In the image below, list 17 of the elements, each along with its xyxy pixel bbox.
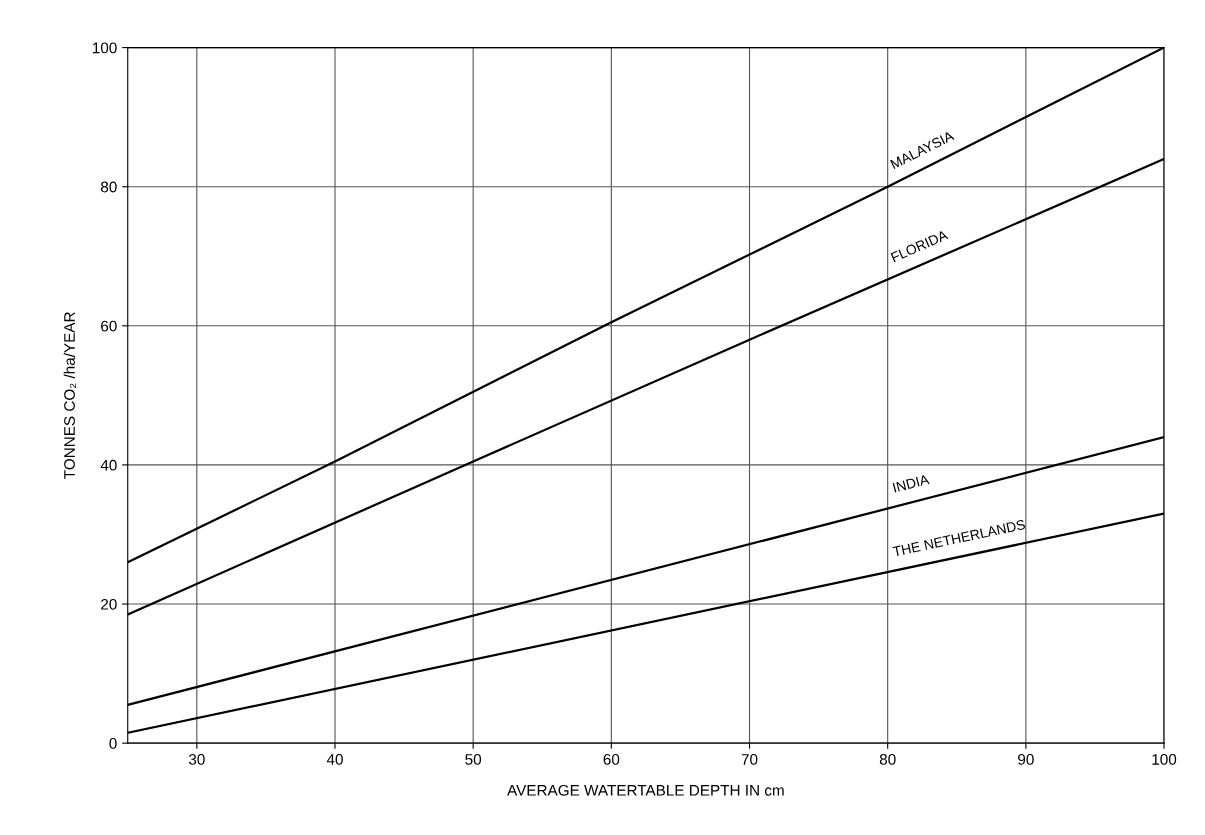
x-tick-label: 100 xyxy=(1152,753,1177,765)
x-axis-title: AVERAGE WATERTABLE DEPTH IN cm xyxy=(507,784,784,796)
x-tick-label: 30 xyxy=(188,753,205,765)
y-tick-label: 60 xyxy=(101,320,117,332)
x-tick-label: 60 xyxy=(603,753,620,765)
y-tick-label: 0 xyxy=(109,738,117,749)
y-tick-label: 80 xyxy=(100,181,117,193)
x-tick-label: 70 xyxy=(741,753,758,765)
x-tick-label: 50 xyxy=(465,753,482,765)
y-axis-title: TONNES CO₂ /ha/YEAR xyxy=(63,312,77,479)
x-tick-label: 80 xyxy=(879,753,896,765)
x-tick-label: 90 xyxy=(1018,753,1034,765)
y-tick-label: 100 xyxy=(92,42,117,54)
y-tick-label: 20 xyxy=(101,598,117,610)
text: INDIA xyxy=(892,474,930,493)
x-tick-label: 40 xyxy=(326,753,343,765)
y-tick-label: 40 xyxy=(100,459,117,471)
